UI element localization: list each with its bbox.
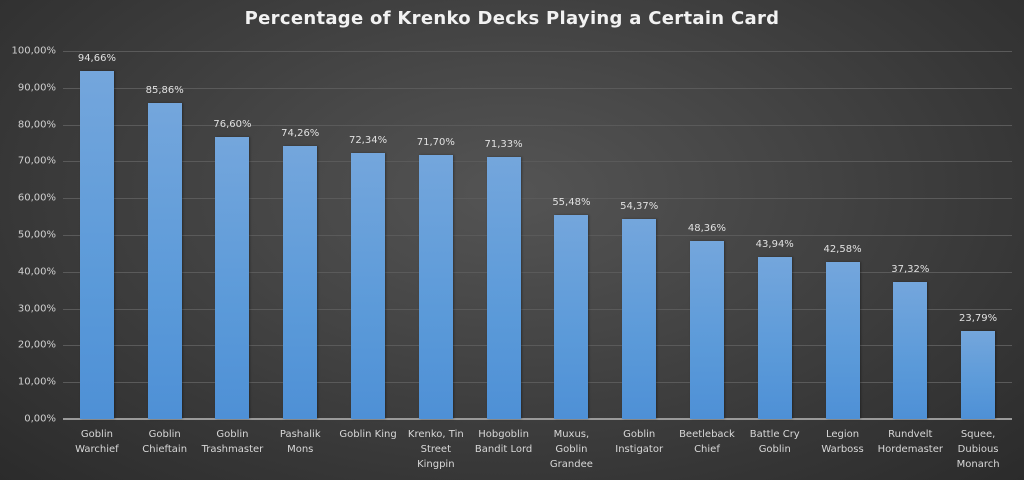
data-label: 42,58% (823, 244, 862, 256)
data-label: 55,48% (552, 196, 591, 208)
gridline (63, 235, 1012, 236)
gridline (63, 382, 1012, 384)
x-tick-label: Legion Warboss (821, 429, 864, 455)
y-tick-label: 70,00% (17, 155, 56, 167)
y-tick-label: 80,00% (17, 119, 56, 131)
x-tick-label: Beetleback Chief (679, 429, 735, 455)
x-axis-line (63, 418, 1012, 420)
bar (825, 262, 860, 419)
gridline (63, 345, 1012, 347)
bar (418, 155, 453, 419)
plot-area: 94,66% 85,86% 76,60% 74,26% 72,34% 71,70% 71,3… (63, 51, 1012, 420)
data-label: 85,86% (145, 85, 184, 97)
gridline (63, 124, 1012, 126)
bar (961, 331, 996, 419)
bar (554, 214, 589, 419)
chart-title: Percentage of Krenko Decks Playing a Cer… (244, 8, 780, 29)
y-tick-label: 30,00% (17, 303, 56, 315)
y-tick-label: 10,00% (17, 376, 56, 388)
data-label: 54,37% (620, 200, 659, 212)
x-tick-label: Goblin Chieftain (142, 429, 188, 455)
data-label: 76,60% (213, 119, 252, 131)
gridline (63, 51, 1012, 52)
y-tick-label: 100,00% (11, 45, 57, 57)
data-label: 94,66% (77, 52, 116, 64)
bar (757, 257, 792, 419)
y-tick-label: 20,00% (17, 339, 56, 351)
bar (689, 241, 724, 419)
x-tick-label: Hobgoblin Bandit Lord (474, 429, 533, 455)
y-tick-label: 40,00% (17, 266, 56, 278)
x-tick-label: Muxus, Goblin Grandee (549, 429, 593, 470)
bar (351, 152, 386, 419)
y-tick-label: 0,00% (24, 413, 56, 425)
bar (283, 145, 318, 419)
bar (215, 137, 250, 419)
x-tick-label: Goblin Warchief (75, 429, 119, 455)
x-tick-label: Squee, Dubious Monarch (956, 429, 1000, 470)
bar (893, 281, 928, 419)
gridline (63, 87, 1012, 89)
gridline (63, 161, 1012, 163)
data-label: 48,36% (687, 223, 727, 235)
x-tick-label: Goblin Trashmaster (201, 429, 264, 455)
y-tick-label: 60,00% (17, 192, 56, 204)
data-label: 71,70% (416, 137, 455, 149)
gridline (63, 308, 1012, 310)
data-label: 23,79% (959, 313, 998, 325)
x-tick-label: Goblin King (339, 429, 397, 440)
data-label: 72,34% (348, 134, 388, 146)
y-tick-label: 50,00% (17, 229, 56, 241)
data-label: 74,26% (281, 127, 320, 139)
x-tick-label: Rundvelt Hordemaster (877, 429, 943, 455)
bar (486, 156, 521, 419)
data-label: 37,32% (891, 263, 930, 275)
data-label: 43,94% (755, 239, 794, 251)
x-tick-label: Pashalik Mons (279, 429, 321, 455)
bar (147, 103, 182, 419)
x-tick-label: Goblin Instigator (615, 429, 664, 455)
data-label: 71,33% (484, 138, 523, 150)
x-tick-label: Battle Cry Goblin (749, 429, 800, 455)
gridline (63, 198, 1012, 200)
x-tick-label: Krenko, Tin Street Kingpin (407, 429, 464, 470)
gridline (63, 271, 1012, 273)
bar (622, 218, 657, 419)
bar (79, 70, 114, 419)
y-tick-label: 90,00% (17, 82, 56, 94)
